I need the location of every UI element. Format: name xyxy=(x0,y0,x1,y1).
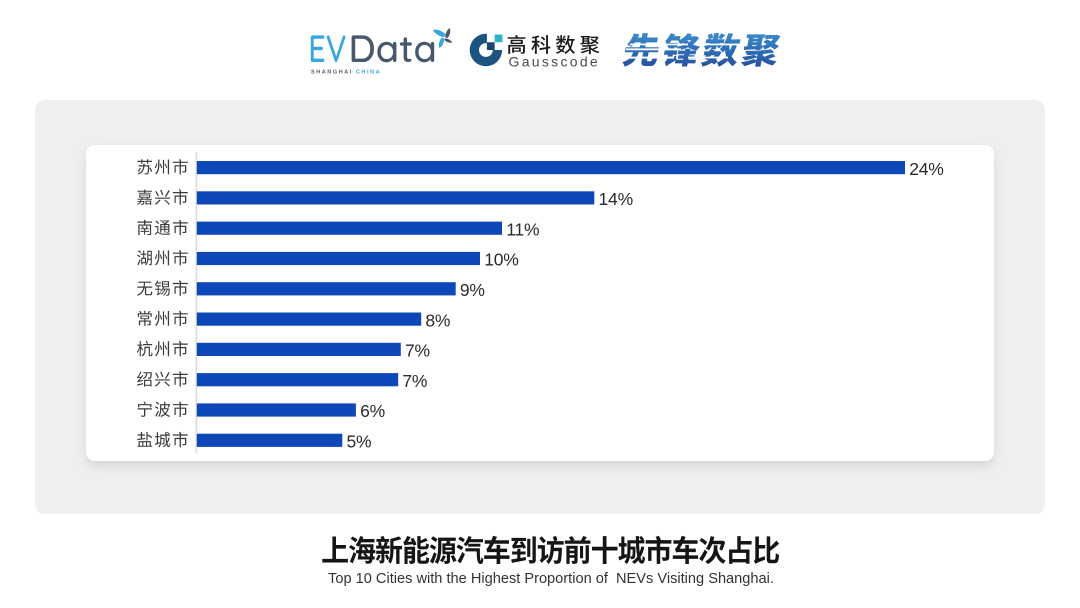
svg-text:14%: 14% xyxy=(599,189,633,209)
svg-text:SHANGHAI CHINA: SHANGHAI CHINA xyxy=(311,69,381,75)
svg-text:5%: 5% xyxy=(347,432,372,452)
svg-text:11%: 11% xyxy=(506,219,539,239)
svg-text:7%: 7% xyxy=(402,371,427,391)
svg-text:10%: 10% xyxy=(484,250,518,270)
svg-text:6%: 6% xyxy=(360,401,385,421)
svg-text:24%: 24% xyxy=(909,159,943,179)
svg-text:Top 10 Cities with the Highest: Top 10 Cities with the Highest Proportio… xyxy=(328,571,774,587)
svg-text:7%: 7% xyxy=(405,341,430,361)
svg-text:8%: 8% xyxy=(425,310,450,330)
svg-text:Gausscode: Gausscode xyxy=(509,53,601,69)
svg-text:9%: 9% xyxy=(460,280,485,300)
